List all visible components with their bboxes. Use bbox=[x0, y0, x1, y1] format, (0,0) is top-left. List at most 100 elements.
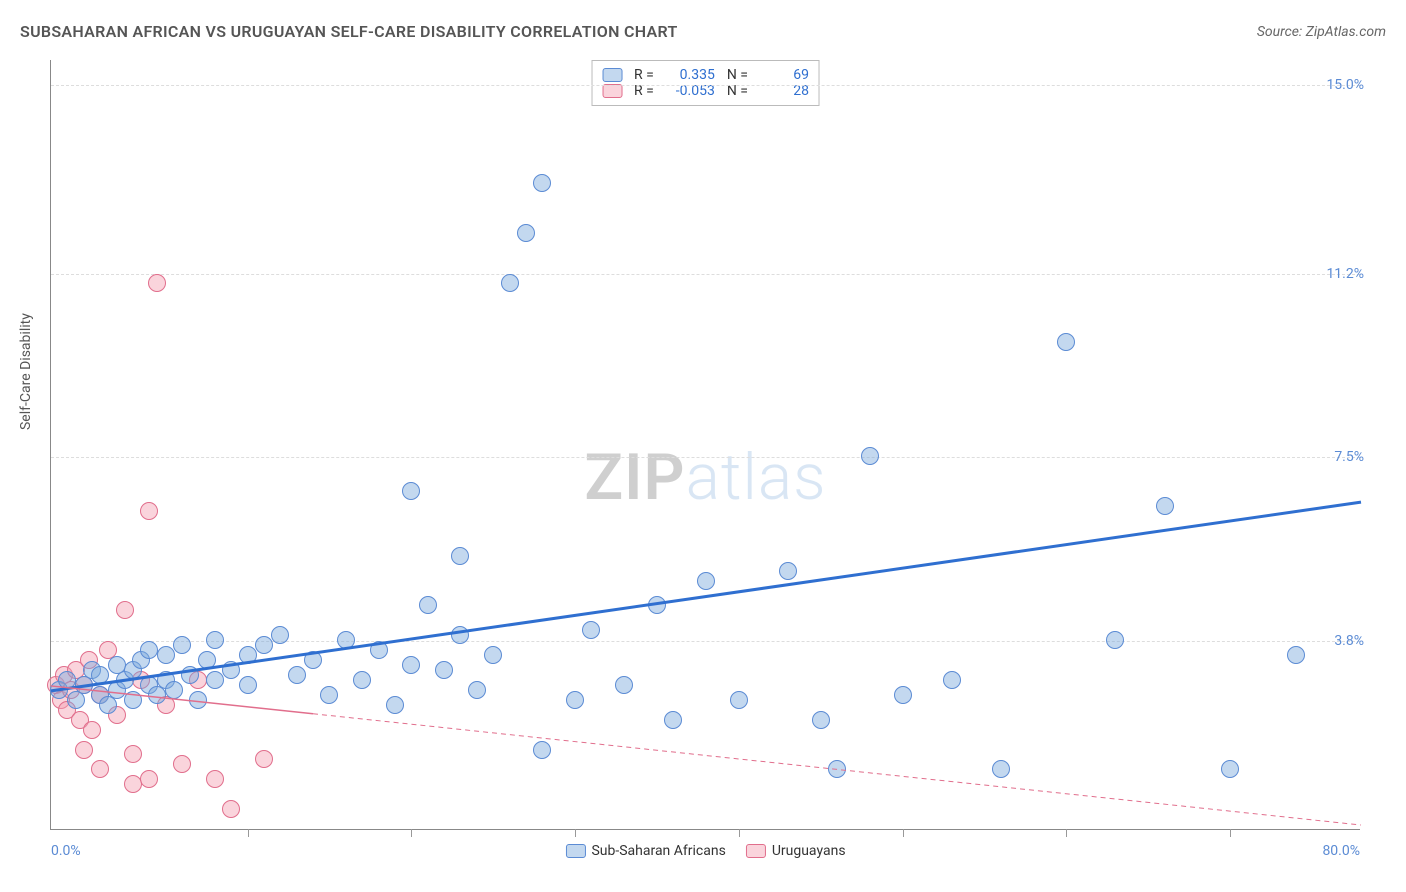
data-point bbox=[222, 800, 240, 818]
data-point bbox=[1156, 497, 1174, 515]
data-point bbox=[198, 651, 216, 669]
data-point bbox=[140, 770, 158, 788]
data-point bbox=[148, 274, 166, 292]
x-tick bbox=[903, 829, 904, 837]
swatch-series-a-icon bbox=[565, 844, 585, 858]
data-point bbox=[206, 770, 224, 788]
data-point bbox=[124, 691, 142, 709]
data-point bbox=[484, 646, 502, 664]
data-point bbox=[181, 666, 199, 684]
plot-region: ZIPatlas R = 0.335 N = 69 R = -0.053 N =… bbox=[50, 60, 1360, 830]
gridline bbox=[51, 641, 1360, 642]
data-point bbox=[697, 572, 715, 590]
data-point bbox=[140, 502, 158, 520]
data-point bbox=[402, 656, 420, 674]
y-tick-label: 7.5% bbox=[1334, 449, 1364, 465]
data-point bbox=[271, 626, 289, 644]
y-axis-label: Self-Care Disability bbox=[18, 313, 34, 430]
data-point bbox=[992, 760, 1010, 778]
data-point bbox=[468, 681, 486, 699]
legend-label-series-b: Uruguayans bbox=[772, 843, 846, 859]
data-point bbox=[173, 755, 191, 773]
data-point bbox=[370, 641, 388, 659]
data-point bbox=[58, 671, 76, 689]
data-point bbox=[894, 686, 912, 704]
data-point bbox=[91, 760, 109, 778]
data-point bbox=[337, 631, 355, 649]
data-point bbox=[582, 621, 600, 639]
watermark: ZIPatlas bbox=[584, 440, 826, 515]
n-label: N = bbox=[727, 67, 748, 83]
data-point bbox=[419, 596, 437, 614]
data-point bbox=[206, 631, 224, 649]
chart-title: SUBSAHARAN AFRICAN VS URUGUAYAN SELF-CAR… bbox=[20, 22, 678, 41]
x-tick bbox=[1066, 829, 1067, 837]
data-point bbox=[451, 547, 469, 565]
gridline bbox=[51, 457, 1360, 458]
r-label: R = bbox=[634, 67, 654, 83]
data-point bbox=[320, 686, 338, 704]
data-point bbox=[157, 646, 175, 664]
data-point bbox=[943, 671, 961, 689]
data-point bbox=[861, 447, 879, 465]
data-point bbox=[730, 691, 748, 709]
trend-lines bbox=[51, 60, 1361, 830]
swatch-series-a-icon bbox=[602, 68, 622, 82]
data-point bbox=[648, 596, 666, 614]
data-point bbox=[165, 681, 183, 699]
legend-row-series-a: R = 0.335 N = 69 bbox=[602, 67, 809, 83]
data-point bbox=[812, 711, 830, 729]
gridline bbox=[51, 274, 1360, 275]
data-point bbox=[664, 711, 682, 729]
x-tick bbox=[575, 829, 576, 837]
data-point bbox=[1057, 333, 1075, 351]
data-point bbox=[124, 775, 142, 793]
data-point bbox=[140, 641, 158, 659]
data-point bbox=[451, 626, 469, 644]
data-point bbox=[239, 676, 257, 694]
data-point bbox=[386, 696, 404, 714]
data-point bbox=[353, 671, 371, 689]
data-point bbox=[517, 224, 535, 242]
legend-item-series-b: Uruguayans bbox=[746, 843, 846, 859]
data-point bbox=[91, 666, 109, 684]
data-point bbox=[173, 636, 191, 654]
source-attribution: Source: ZipAtlas.com bbox=[1257, 24, 1386, 40]
x-tick bbox=[1230, 829, 1231, 837]
data-point bbox=[1287, 646, 1305, 664]
data-point bbox=[124, 745, 142, 763]
r-value-series-a: 0.335 bbox=[660, 67, 715, 83]
y-tick-label: 15.0% bbox=[1326, 77, 1364, 93]
y-tick-label: 11.2% bbox=[1326, 266, 1364, 282]
data-point bbox=[566, 691, 584, 709]
data-point bbox=[304, 651, 322, 669]
data-point bbox=[75, 741, 93, 759]
data-point bbox=[1106, 631, 1124, 649]
data-point bbox=[501, 274, 519, 292]
swatch-series-b-icon bbox=[602, 84, 622, 98]
data-point bbox=[435, 661, 453, 679]
data-point bbox=[288, 666, 306, 684]
gridline bbox=[51, 85, 1360, 86]
legend-label-series-a: Sub-Saharan Africans bbox=[591, 843, 725, 859]
legend-item-series-a: Sub-Saharan Africans bbox=[565, 843, 725, 859]
data-point bbox=[828, 760, 846, 778]
data-point bbox=[779, 562, 797, 580]
data-point bbox=[533, 741, 551, 759]
data-point bbox=[255, 636, 273, 654]
data-point bbox=[533, 174, 551, 192]
data-point bbox=[206, 671, 224, 689]
x-axis-max-label: 80.0% bbox=[1322, 843, 1360, 859]
data-point bbox=[83, 721, 101, 739]
scatter-chart: ZIPatlas R = 0.335 N = 69 R = -0.053 N =… bbox=[50, 60, 1360, 830]
data-point bbox=[239, 646, 257, 664]
n-value-series-a: 69 bbox=[754, 67, 809, 83]
data-point bbox=[222, 661, 240, 679]
x-axis-min-label: 0.0% bbox=[51, 843, 81, 859]
swatch-series-b-icon bbox=[746, 844, 766, 858]
data-point bbox=[402, 482, 420, 500]
y-tick-label: 3.8% bbox=[1334, 633, 1364, 649]
x-tick bbox=[411, 829, 412, 837]
data-point bbox=[255, 750, 273, 768]
data-point bbox=[189, 691, 207, 709]
